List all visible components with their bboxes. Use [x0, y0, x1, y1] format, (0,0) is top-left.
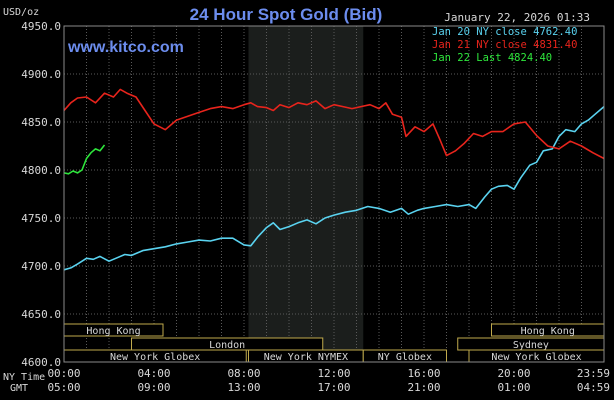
- x-tick-label-gmt: 13:00: [227, 381, 260, 394]
- nymex-hours-shade: [248, 26, 364, 362]
- ny-time-label: NY Time: [3, 372, 45, 383]
- x-tick-label-gmt: 05:00: [47, 381, 80, 394]
- plot-frame: [63, 25, 605, 363]
- y-tick-label: 4900.0: [21, 68, 61, 81]
- series-line-1: [63, 88, 605, 160]
- legend-item-jan20: Jan 20 NY close 4762.40: [432, 26, 577, 38]
- gmt-label: GMT: [10, 383, 28, 394]
- market-sessions: Hong Kong Hong Kong Sydney London New York G…: [63, 323, 605, 363]
- axes: 4950.0 4900.0 4850.0 4800.0 4750.0 4700.0 4650…: [21, 20, 610, 394]
- timestamp-label: January 22, 2026 01:33: [444, 11, 590, 24]
- y-tick-label: 4800.0: [21, 164, 61, 177]
- x-tick-label-ny: 12:00: [317, 367, 350, 380]
- x-tick-label-ny: 16:00: [407, 367, 440, 380]
- x-tick-label-ny: 00:00: [47, 367, 80, 380]
- session-label: New York Globex: [491, 352, 581, 363]
- series-line-0: [63, 105, 605, 271]
- session-label: New York Globex: [110, 352, 200, 363]
- x-tick-label-gmt: 04:59: [577, 381, 610, 394]
- session-label: New York NYMEX: [264, 352, 348, 363]
- series-line-2: [63, 144, 106, 175]
- x-tick-label-gmt: 17:00: [317, 381, 350, 394]
- price-series: [63, 88, 605, 271]
- x-tick-label-ny: 08:00: [227, 367, 260, 380]
- session-label: London: [209, 340, 245, 351]
- legend-item-jan21: Jan 21 NY close 4831.40: [432, 39, 577, 51]
- session-label: Hong Kong: [521, 326, 575, 337]
- y-tick-label: 4950.0: [21, 20, 61, 33]
- kitco-watermark: www.kitco.com: [67, 39, 184, 56]
- session-label: Sydney: [513, 340, 549, 351]
- legend-item-jan22: Jan 22 Last 4824.40: [432, 52, 552, 64]
- x-tick-label-gmt: 01:00: [497, 381, 530, 394]
- x-tick-label-ny: 04:00: [137, 367, 170, 380]
- y-tick-label: 4700.0: [21, 260, 61, 273]
- x-tick-label-ny: 20:00: [497, 367, 530, 380]
- session-label: Hong Kong: [86, 326, 140, 337]
- y-tick-label: 4850.0: [21, 116, 61, 129]
- y-tick-label: 4750.0: [21, 212, 61, 225]
- chart-title: 24 Hour Spot Gold (Bid): [190, 5, 383, 24]
- session-label: NY Globex: [378, 352, 432, 363]
- after-hours-shading: [248, 26, 364, 362]
- unit-label: USD/oz: [3, 7, 39, 18]
- x-tick-label-gmt: 21:00: [407, 381, 440, 394]
- x-tick-label-gmt: 09:00: [137, 381, 170, 394]
- legend: Jan 20 NY close 4762.40 Jan 21 NY close …: [432, 26, 577, 64]
- x-tick-label-ny: 23:59: [577, 367, 610, 380]
- y-tick-label: 4600.0: [21, 356, 61, 369]
- y-tick-label: 4650.0: [21, 308, 61, 321]
